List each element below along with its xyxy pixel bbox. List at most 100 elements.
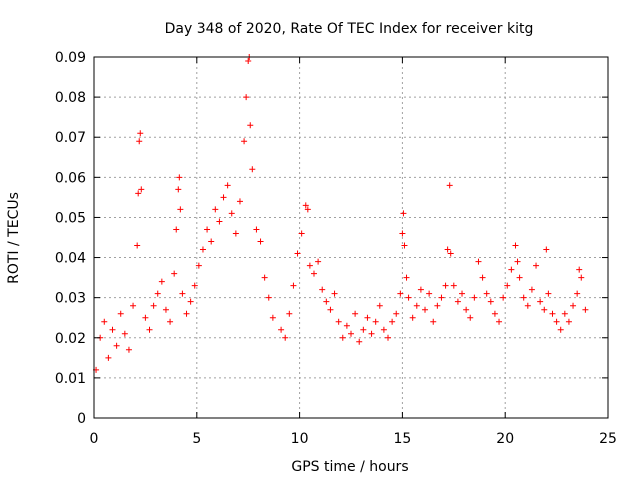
data-point bbox=[496, 318, 503, 325]
data-point bbox=[389, 318, 396, 325]
data-point bbox=[171, 270, 178, 277]
data-point bbox=[136, 138, 143, 145]
data-point bbox=[183, 310, 190, 317]
data-point bbox=[541, 306, 548, 313]
data-point bbox=[422, 306, 429, 313]
data-point bbox=[343, 322, 350, 329]
data-point bbox=[138, 186, 145, 193]
data-point bbox=[199, 246, 206, 253]
data-point bbox=[125, 346, 132, 353]
data-point bbox=[269, 314, 276, 321]
y-tick-label: 0.09 bbox=[55, 50, 86, 66]
data-point bbox=[310, 270, 317, 277]
data-point bbox=[224, 182, 231, 189]
data-point bbox=[561, 310, 568, 317]
data-point bbox=[249, 166, 256, 173]
data-point bbox=[545, 290, 552, 297]
data-point bbox=[409, 314, 416, 321]
data-point bbox=[537, 298, 544, 305]
data-point bbox=[514, 258, 521, 265]
data-point bbox=[134, 242, 141, 249]
data-point bbox=[331, 290, 338, 297]
grid-lines bbox=[94, 57, 608, 418]
data-point bbox=[543, 246, 550, 253]
data-point bbox=[191, 282, 198, 289]
data-point bbox=[306, 262, 313, 269]
data-point bbox=[173, 226, 180, 233]
data-point bbox=[265, 294, 272, 301]
data-point bbox=[553, 318, 560, 325]
data-point bbox=[446, 182, 453, 189]
data-point bbox=[302, 202, 309, 209]
data-point bbox=[582, 306, 589, 313]
data-point bbox=[516, 274, 523, 281]
data-point bbox=[372, 318, 379, 325]
data-point bbox=[290, 282, 297, 289]
data-point bbox=[105, 354, 112, 361]
data-point bbox=[356, 338, 363, 345]
data-point bbox=[520, 294, 527, 301]
data-point bbox=[438, 294, 445, 301]
data-point bbox=[216, 218, 223, 225]
data-point bbox=[401, 242, 408, 249]
data-point bbox=[220, 194, 227, 201]
data-point bbox=[327, 306, 334, 313]
data-point bbox=[243, 94, 250, 101]
data-point bbox=[257, 238, 264, 245]
y-tick-label: 0.06 bbox=[55, 170, 86, 186]
data-point bbox=[574, 290, 581, 297]
data-point bbox=[578, 274, 585, 281]
data-point bbox=[232, 230, 239, 237]
data-point bbox=[528, 286, 535, 293]
y-tick-label: 0.03 bbox=[55, 291, 86, 307]
data-point bbox=[397, 290, 404, 297]
data-point bbox=[475, 258, 482, 265]
data-point bbox=[146, 326, 153, 333]
y-axis-label: ROTI / TECUs bbox=[6, 192, 22, 284]
data-point bbox=[175, 186, 182, 193]
x-tick-label: 10 bbox=[291, 431, 309, 447]
axis-ticks: 0 0.01 0.02 0.03 0.04 0.05 0.06 0.07 0.08 0.09 0 5 1… bbox=[55, 50, 617, 447]
data-point bbox=[253, 226, 260, 233]
data-point bbox=[512, 242, 519, 249]
data-point bbox=[565, 318, 572, 325]
data-point bbox=[247, 122, 254, 129]
data-point bbox=[294, 250, 301, 257]
data-point bbox=[323, 298, 330, 305]
data-point bbox=[385, 334, 392, 341]
data-point bbox=[434, 302, 441, 309]
y-tick-label: 0.02 bbox=[55, 331, 86, 347]
y-tick-label: 0.05 bbox=[55, 210, 86, 226]
data-point bbox=[315, 258, 322, 265]
data-point bbox=[487, 298, 494, 305]
data-point bbox=[195, 262, 202, 269]
data-point bbox=[177, 206, 184, 213]
data-point bbox=[236, 198, 243, 205]
data-point bbox=[335, 318, 342, 325]
data-point bbox=[426, 290, 433, 297]
data-point bbox=[121, 330, 128, 337]
data-point bbox=[150, 302, 157, 309]
data-point bbox=[483, 290, 490, 297]
x-tick-label: 20 bbox=[496, 431, 514, 447]
data-point bbox=[380, 326, 387, 333]
data-point bbox=[364, 314, 371, 321]
data-point bbox=[454, 298, 461, 305]
data-point bbox=[403, 274, 410, 281]
data-point bbox=[479, 274, 486, 281]
x-tick-label: 5 bbox=[192, 431, 201, 447]
y-tick-label: 0 bbox=[77, 411, 86, 427]
data-point bbox=[117, 310, 124, 317]
data-point bbox=[339, 334, 346, 341]
data-point bbox=[576, 266, 583, 273]
data-point bbox=[241, 138, 248, 145]
data-point bbox=[135, 190, 142, 197]
x-tick-label: 0 bbox=[90, 431, 99, 447]
data-point bbox=[399, 230, 406, 237]
data-point bbox=[500, 294, 507, 301]
data-point bbox=[393, 310, 400, 317]
data-point bbox=[286, 310, 293, 317]
data-point bbox=[413, 302, 420, 309]
data-point bbox=[130, 302, 137, 309]
